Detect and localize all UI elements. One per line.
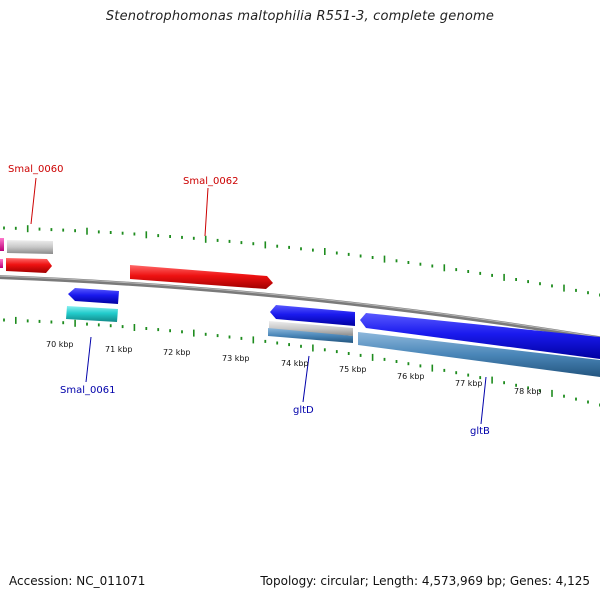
kbp-label: 78 kbp	[514, 387, 542, 396]
gene-label-smal-0060[interactable]: Smal_0060	[8, 164, 63, 175]
lower-tick-track	[3, 316, 600, 407]
gene-feature-gltD[interactable]	[270, 305, 355, 326]
leader-smal-0060	[30, 177, 37, 225]
page-title: Stenotrophomonas maltophilia R551-3, com…	[105, 9, 495, 24]
leader-smal-0062	[204, 187, 209, 237]
gene-feature-forward-1[interactable]	[6, 258, 52, 273]
leader-gltB	[480, 376, 487, 425]
genome-backbone-highlight	[0, 275, 600, 338]
kbp-label: 77 kbp	[455, 379, 483, 388]
gene-feature-pink[interactable]	[0, 238, 4, 251]
leader-gltD	[302, 355, 310, 403]
kbp-label: 74 kbp	[281, 359, 309, 368]
gene-label-smal-0061[interactable]: Smal_0061	[60, 385, 115, 396]
gene-label-gltD[interactable]: gltD	[293, 405, 314, 416]
kbp-label: 76 kbp	[397, 372, 425, 381]
gene-feature-smal-0060[interactable]	[7, 240, 53, 254]
gene-feature-smal-0062[interactable]	[130, 265, 273, 289]
kbp-label: 70 kbp	[46, 340, 74, 349]
genome-summary: Topology: circular; Length: 4,573,969 bp…	[260, 574, 590, 588]
gene-feature-gltD-cds[interactable]	[268, 328, 353, 343]
genome-backbone	[0, 275, 600, 341]
kbp-scale-labels: 70 kbp 71 kbp 72 kbp 73 kbp 74 kbp 75 kb…	[46, 340, 542, 396]
gene-feature-gltB-cds[interactable]	[358, 332, 600, 377]
kbp-label: 72 kbp	[163, 348, 191, 357]
gene-label-gltB[interactable]: gltB	[470, 426, 490, 437]
gene-feature-smal-0061[interactable]	[68, 288, 119, 304]
gene-feature-gltD-pseudo[interactable]	[269, 321, 353, 336]
gene-label-smal-0062[interactable]: Smal_0062	[183, 176, 238, 187]
leader-smal-0061	[85, 336, 92, 383]
kbp-label: 73 kbp	[222, 354, 250, 363]
gene-feature-rna[interactable]	[66, 306, 118, 322]
kbp-label: 71 kbp	[105, 345, 133, 354]
gene-feature-gltB[interactable]	[360, 313, 600, 359]
accession-label: Accession: NC_011071	[9, 574, 146, 588]
gene-feature-pink-small[interactable]	[0, 259, 3, 268]
upper-tick-track	[3, 225, 600, 297]
kbp-label: 75 kbp	[339, 365, 367, 374]
